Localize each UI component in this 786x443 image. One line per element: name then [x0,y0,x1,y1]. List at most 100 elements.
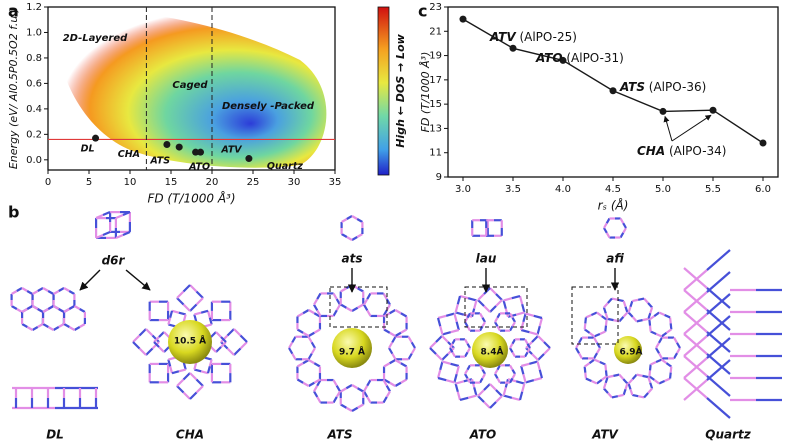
x-tick-label: 15 [165,177,178,188]
bond [357,287,364,293]
bond [529,360,538,365]
y-tick-label: 11 [429,148,442,159]
bond [210,331,217,338]
bond [455,321,460,331]
bond [481,369,486,375]
bond [604,325,608,332]
y-axis-label: Energy (eV/ Al0.5P0.5O2 f.u.) [7,8,20,169]
x-tick-label: 4.0 [555,184,571,195]
bond [302,381,310,387]
bond [683,269,708,291]
data-point [92,134,100,142]
x-tick-label: 5 [86,177,92,188]
bond [495,395,503,403]
x-tick-label: 4.5 [605,184,621,195]
bond [391,353,397,360]
bond [178,368,186,373]
bond [429,341,437,349]
bond [296,362,304,368]
bond [79,308,86,313]
bond [388,347,394,355]
bond [613,373,620,377]
bond [145,328,154,337]
bond [533,376,543,382]
bond [660,358,668,364]
x-tick-label: 6.0 [755,184,771,195]
bond [26,326,34,331]
bond [16,308,23,313]
bond [648,370,652,377]
bond [453,373,458,383]
framework-label: Quartz [705,428,751,442]
motif-label: lau [476,252,497,266]
bond [596,347,601,354]
bond [400,378,408,384]
bond [611,395,619,399]
bond [683,379,708,401]
bond [473,300,478,309]
bond [636,373,643,377]
bond [208,359,213,367]
bond [464,369,469,375]
bond [655,342,660,349]
bond [11,290,18,295]
bond [668,317,672,324]
bond [288,341,294,349]
bond [515,311,525,316]
bond [391,336,397,343]
bond [189,284,198,293]
bond [466,377,471,384]
bond [169,310,174,318]
bond [316,292,322,300]
bond [436,317,442,327]
bond [627,311,634,318]
bond [655,347,660,354]
bond [357,303,364,309]
bond [451,351,456,358]
bond [341,218,348,223]
x-axis-label: rₛ (Å) [598,198,629,213]
bond [313,390,319,398]
bond [489,383,497,391]
bond [357,403,364,409]
bond [622,311,629,318]
bond [363,385,369,392]
bond [538,369,544,379]
bond [208,317,213,325]
bond [601,375,608,381]
bond [496,377,501,384]
bond [647,302,653,309]
bond [596,342,601,349]
bond [604,370,608,377]
bond [650,361,657,366]
bond [167,317,172,325]
bond [637,297,645,301]
bond [296,312,304,318]
bond [206,310,211,318]
annotation-code: ATS [619,80,645,94]
bond [455,311,465,316]
bond [543,341,551,349]
bond [683,313,708,335]
bond [520,321,525,331]
bond [706,287,731,309]
bond [683,289,708,311]
bond [316,379,322,387]
bond [526,343,531,349]
bond [194,311,202,316]
bond [665,362,672,368]
bond [102,210,111,217]
bond [31,326,39,331]
bond [669,366,673,373]
bond [189,391,198,400]
bond [604,319,608,326]
bond [439,361,444,371]
dos-cloud [56,10,327,168]
bond [521,303,526,313]
bond [706,309,731,331]
bond [189,303,198,312]
bond [524,351,529,358]
y-tick-label: 0.4 [26,104,42,115]
data-point [197,148,205,156]
bond [291,353,297,360]
